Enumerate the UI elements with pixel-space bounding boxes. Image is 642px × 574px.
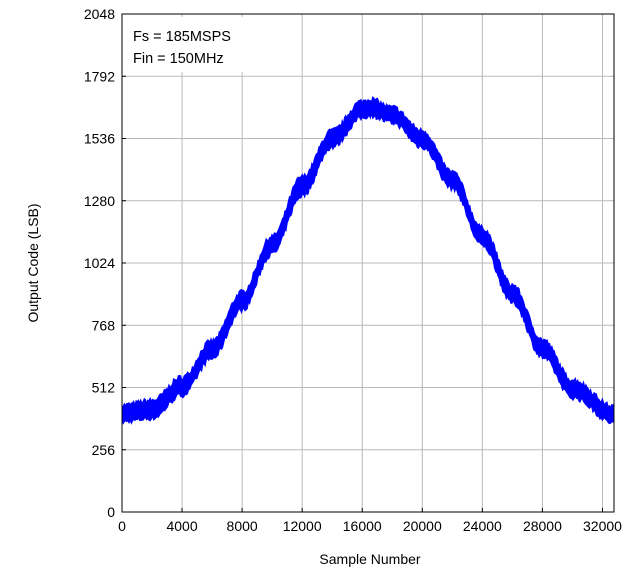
y-tick-label: 2048 [84,6,115,22]
y-axis-ticks: 0 256 512 768 1024 1280 1536 1792 2048 [84,6,126,520]
x-axis-ticks: 0 4000 8000 12000 16000 20000 24000 28000 32000 [118,508,622,534]
x-tick-label: 28000 [523,518,562,534]
annotation-fs: Fs = 185MSPS [133,29,231,45]
y-tick-label: 1536 [84,131,115,147]
y-tick-label: 0 [107,504,115,520]
series-layer [121,96,615,425]
x-tick-label: 4000 [166,518,197,534]
y-tick-label: 256 [92,442,116,458]
annotation-box [125,17,270,72]
gridlines [122,14,614,512]
y-axis-label: Output Code (LSB) [25,203,41,322]
y-tick-label: 1280 [84,193,115,209]
y-tick-label: 512 [92,380,116,396]
x-tick-label: 12000 [283,518,322,534]
x-tick-label: 32000 [583,518,622,534]
x-axis-label: Sample Number [319,551,420,567]
series-band [121,96,615,425]
y-tick-label: 1792 [84,68,115,84]
x-tick-label: 24000 [463,518,502,534]
y-tick-label: 768 [92,317,116,333]
x-tick-label: 16000 [343,518,382,534]
y-tick-label: 1024 [84,255,115,271]
x-tick-label: 8000 [227,518,258,534]
annotation-fin: Fin = 150MHz [133,51,224,67]
x-tick-label: 20000 [403,518,442,534]
x-tick-label: 0 [118,518,126,534]
